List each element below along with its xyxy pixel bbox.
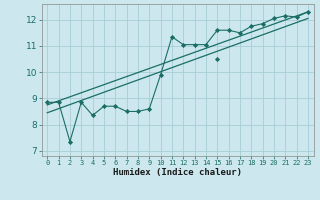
Point <box>135 110 140 113</box>
Point <box>204 43 209 46</box>
Point <box>181 43 186 46</box>
Point <box>158 73 163 76</box>
X-axis label: Humidex (Indice chaleur): Humidex (Indice chaleur) <box>113 168 242 177</box>
Point <box>124 110 129 113</box>
Point <box>294 16 299 19</box>
Point <box>45 101 50 104</box>
Point <box>226 29 231 32</box>
Point <box>260 22 265 25</box>
Point <box>283 14 288 17</box>
Point <box>147 107 152 110</box>
Point <box>237 31 243 34</box>
Point <box>192 43 197 46</box>
Point <box>113 105 118 108</box>
Point <box>101 105 107 108</box>
Point <box>305 10 310 13</box>
Point <box>68 140 73 143</box>
Point <box>215 29 220 32</box>
Point <box>79 101 84 104</box>
Point <box>271 17 276 20</box>
Point <box>249 25 254 28</box>
Point <box>90 114 95 117</box>
Point <box>169 35 174 38</box>
Point <box>215 57 220 61</box>
Point <box>56 101 61 104</box>
